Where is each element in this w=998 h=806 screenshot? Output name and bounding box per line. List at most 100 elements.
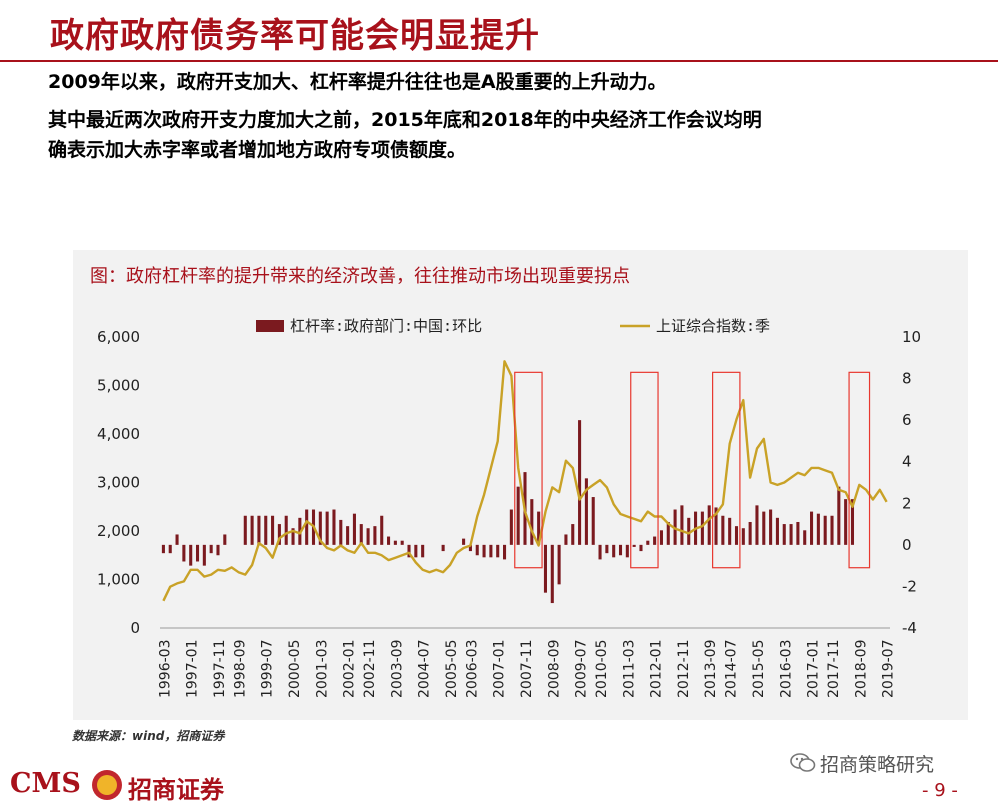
bar-leverage-change [175, 534, 179, 545]
bar-leverage-change [543, 544, 548, 593]
bar-leverage-change [161, 544, 165, 554]
bar-leverage-change [482, 544, 486, 558]
bar-leverage-change [591, 497, 595, 545]
legend-bar-swatch [256, 320, 284, 332]
bar-leverage-change [714, 507, 718, 545]
bar-leverage-change [496, 544, 500, 558]
bar-leverage-change [659, 530, 663, 545]
x-axis-tick-label: 2011-03 [621, 640, 637, 699]
bar-leverage-change [414, 544, 418, 558]
x-axis-tick-label: 1997-01 [185, 640, 201, 699]
bar-leverage-change [421, 544, 425, 558]
left-axis-tick-label: 6,000 [97, 328, 140, 346]
bar-leverage-change [618, 544, 623, 556]
right-axis-tick-label: -4 [902, 619, 917, 637]
bar-leverage-change [441, 544, 445, 552]
x-axis-tick-label: 2019-07 [881, 640, 897, 699]
x-axis-tick-label: 1998-09 [232, 640, 248, 699]
bar-leverage-change [346, 526, 350, 545]
x-axis-tick-label: 2012-01 [649, 640, 665, 699]
bar-leverage-change [748, 521, 752, 545]
bar-leverage-change [803, 530, 807, 545]
x-axis-tick-label: 2009-07 [574, 640, 590, 699]
bar-leverage-change [584, 478, 588, 545]
body-text-line-2: 其中最近两次政府开支力度加大之前，2015年底和2018年的中央经济工作会议均明 [48, 109, 762, 131]
bar-leverage-change [380, 515, 384, 545]
chart-caption: 图：政府杠杆率的提升带来的经济改善，往往推动市场出现重要拐点 [90, 266, 630, 287]
bar-leverage-change [291, 528, 295, 545]
logo-emblem-icon [92, 770, 122, 800]
bar-leverage-change [509, 509, 513, 545]
x-axis-tick-label: 2007-01 [492, 640, 508, 699]
bar-leverage-change [632, 544, 636, 547]
bar-leverage-change [366, 528, 370, 545]
bar-leverage-change [216, 544, 220, 556]
bar-leverage-change [352, 513, 356, 545]
left-axis-tick-label: 4,000 [97, 425, 140, 443]
body-text-line-1: 2009年以来，政府开支加大、杠杆率提升往往也是A股重要的上升动力。 [48, 71, 667, 93]
x-axis-tick-label: 2016-03 [778, 640, 794, 699]
x-axis-tick-label: 2015-05 [751, 640, 767, 699]
legend-bar-label: 杠杆率:政府部门:中国:环比 [290, 317, 482, 335]
bar-leverage-change [653, 536, 657, 545]
bar-leverage-change [810, 511, 814, 545]
bar-leverage-change [359, 524, 363, 545]
bar-leverage-change [707, 505, 711, 545]
bar-leverage-change [325, 511, 329, 545]
bar-leverage-change [769, 509, 773, 545]
bar-leverage-change [271, 515, 275, 545]
bar-leverage-change [407, 544, 411, 558]
bar-leverage-change [209, 544, 213, 554]
bar-leverage-change [625, 544, 629, 558]
bar-leverage-change [734, 526, 739, 545]
right-axis-tick-label: 4 [902, 453, 912, 471]
bar-leverage-change [700, 511, 704, 545]
x-axis-tick-label: 2003-09 [389, 640, 405, 699]
bar-leverage-change [741, 528, 745, 545]
data-source-note: 数据来源：wind，招商证券 [72, 729, 225, 743]
bar-leverage-change [387, 536, 391, 545]
right-axis-tick-label: 0 [902, 536, 912, 554]
bar-leverage-change [373, 526, 377, 545]
x-axis-tick-label: 2017-11 [826, 640, 842, 699]
bar-leverage-change [844, 499, 848, 545]
left-axis-tick-label: 0 [130, 619, 140, 637]
bar-leverage-change [284, 515, 288, 545]
bar-leverage-change [189, 544, 193, 566]
bar-leverage-change [550, 544, 554, 604]
bar-leverage-change [823, 515, 827, 545]
title-divider [0, 60, 998, 62]
right-axis-tick-label: 8 [902, 370, 912, 388]
legend-line-label: 上证综合指数:季 [656, 317, 770, 335]
bar-leverage-change [789, 524, 793, 545]
left-axis-tick-label: 5,000 [97, 377, 140, 395]
x-axis-tick-label: 2000-05 [287, 640, 303, 699]
x-axis-tick-label: 2001-03 [314, 640, 330, 699]
bar-leverage-change [264, 515, 268, 545]
bar-leverage-change [782, 524, 786, 545]
line-shanghai-composite [162, 360, 888, 602]
bar-leverage-change [830, 515, 834, 545]
wechat-account-name: 招商策略研究 [820, 754, 935, 776]
x-axis-tick-label: 2014-07 [724, 640, 740, 699]
x-axis-tick-label: 2012-11 [676, 640, 692, 699]
x-axis-tick-label: 2018-09 [853, 640, 869, 699]
bar-leverage-change [277, 524, 281, 545]
bar-leverage-change [762, 511, 766, 545]
bar-leverage-change [721, 515, 725, 545]
bar-leverage-change [243, 515, 247, 545]
bar-leverage-change [578, 420, 582, 545]
bar-leverage-change [837, 486, 841, 545]
x-axis-tick-label: 2013-09 [703, 640, 719, 699]
bar-leverage-change [202, 544, 206, 566]
x-axis-tick-label: 2002-11 [362, 640, 378, 699]
bar-leverage-change [557, 544, 561, 585]
bar-leverage-change [516, 486, 520, 545]
bar-leverage-change [475, 544, 479, 556]
x-axis-tick-label: 2010-05 [594, 640, 610, 699]
bar-leverage-change [816, 513, 820, 545]
bar-leverage-change [598, 544, 602, 560]
bar-leverage-change [680, 505, 684, 545]
bar-leverage-change [468, 544, 472, 552]
